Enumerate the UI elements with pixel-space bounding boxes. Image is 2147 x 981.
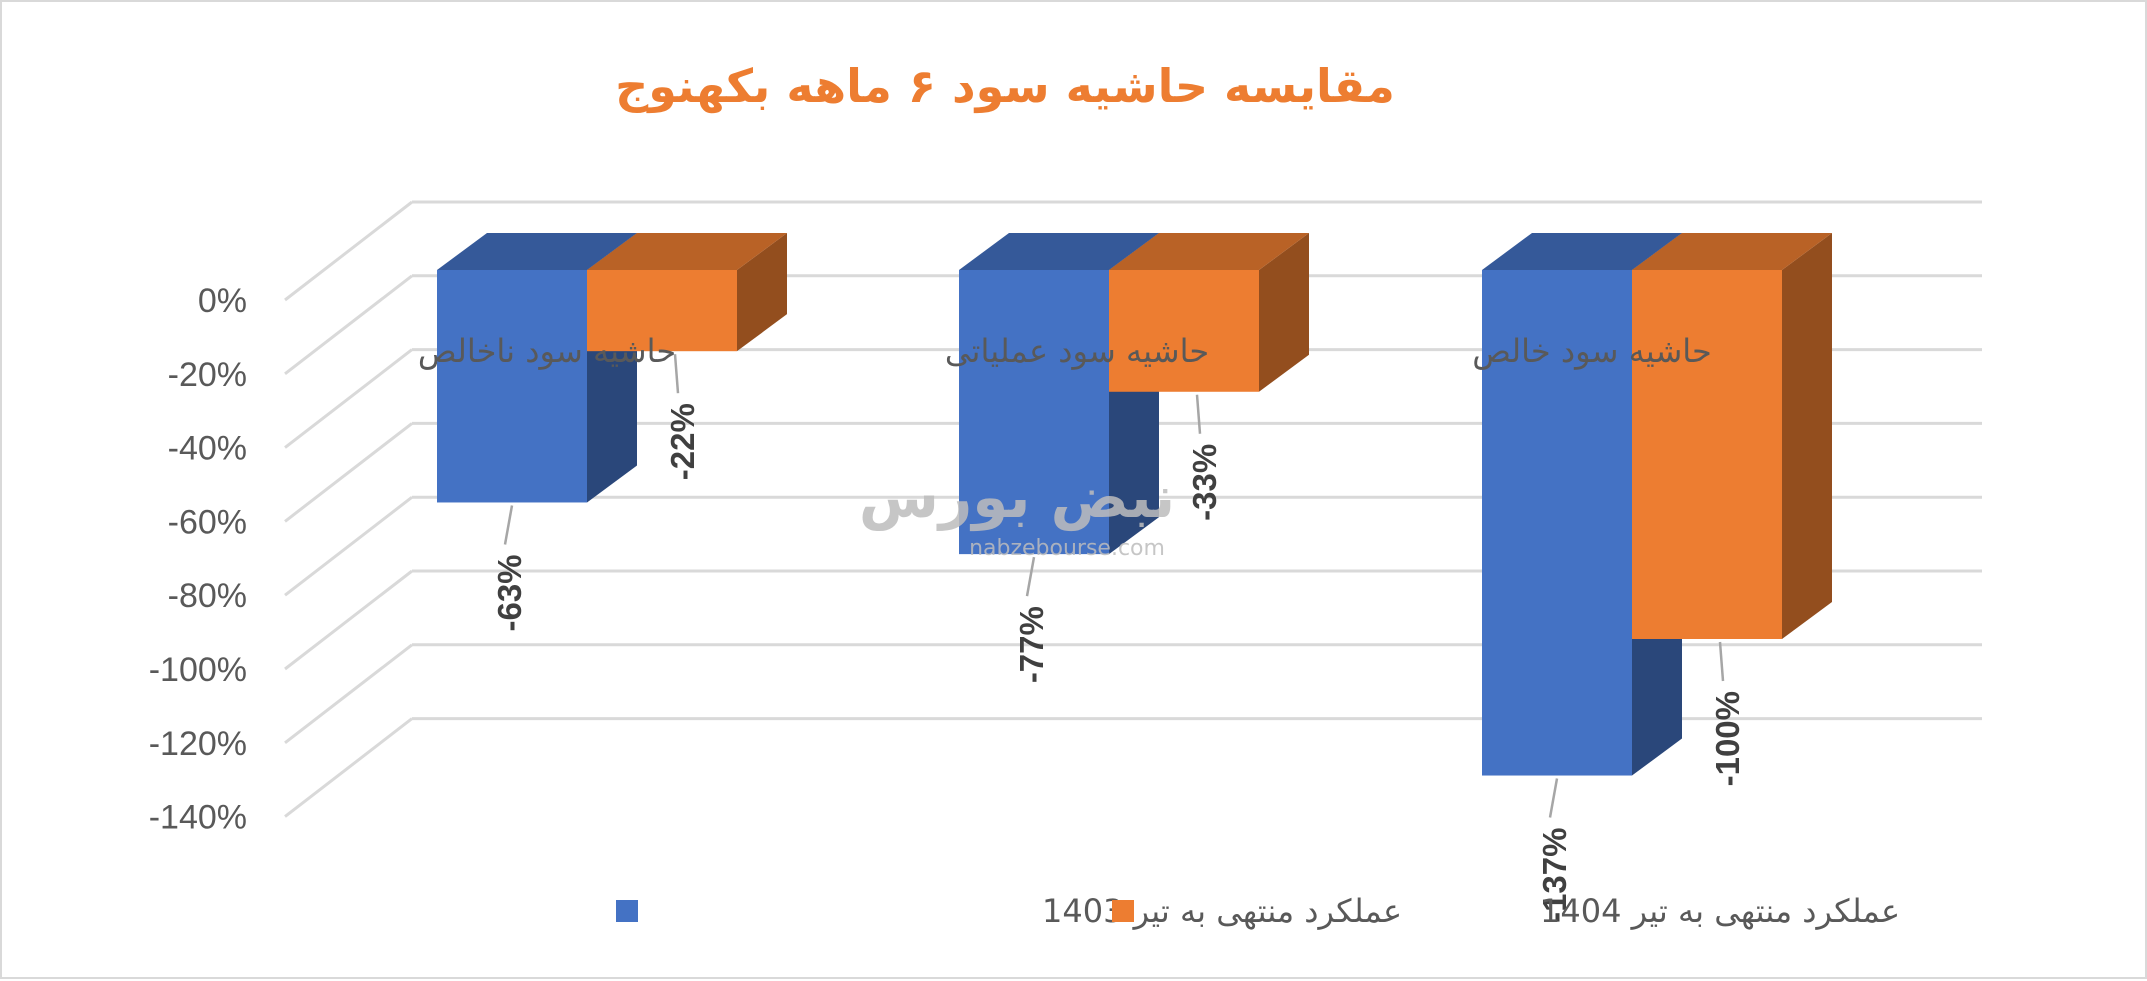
bar-front-face <box>587 270 737 352</box>
bar-side-face <box>1782 233 1832 639</box>
bar-front-face <box>959 270 1109 555</box>
gridline-side <box>284 348 413 449</box>
watermark: نبض بورس nabzebourse.com <box>859 463 1175 561</box>
y-tick-label: -80% <box>168 577 247 615</box>
y-tick-label: -140% <box>149 799 247 837</box>
legend: عملکرد منتهی به تیر 1403 عملکرد منتهی به … <box>616 892 1900 930</box>
category-label: حاشیه سود خالص <box>1472 332 1712 370</box>
gridline-side <box>284 643 413 744</box>
bar-front-face <box>1482 270 1632 776</box>
bar-top-face <box>1109 233 1309 270</box>
bar-top-face <box>1632 233 1832 270</box>
data-label-leader <box>1548 778 1559 818</box>
bar-1404 <box>587 233 787 352</box>
category-label: حاشیه سود عملیاتی <box>945 332 1209 370</box>
watermark-url: nabzebourse.com <box>969 536 1165 561</box>
chart-title: مقایسه حاشیه سود ۶ ماهه بکهنوج <box>615 59 1395 113</box>
bar-top-face <box>1482 233 1682 270</box>
bar-top-face <box>437 233 637 270</box>
data-label-leader <box>1718 641 1725 682</box>
data-label-leader <box>503 505 514 545</box>
bar-1404 <box>1632 233 1832 639</box>
gridline-side <box>284 274 413 375</box>
bar-top-face <box>587 233 787 270</box>
bar-front-face <box>437 270 587 503</box>
bar-1404 <box>1109 233 1309 392</box>
data-label-leader <box>1025 556 1036 597</box>
watermark-brand: نبض بورس <box>859 463 1175 532</box>
gridline-side <box>284 496 413 597</box>
y-axis-ticks: 0% -20% -40% -60% -80% -100% -120% -140% <box>149 282 247 837</box>
bars <box>437 233 1832 776</box>
y-tick-label: -60% <box>168 503 247 541</box>
bar-front-face <box>1632 270 1782 639</box>
category-labels: حاشیه سود ناخالص حاشیه سود عملیاتی حاشیه س… <box>418 332 1712 370</box>
bar-front-face <box>1109 270 1259 392</box>
gridline-side <box>284 569 413 671</box>
gridline-side <box>284 200 413 302</box>
legend-swatch <box>1112 900 1134 922</box>
bar-top-face <box>959 233 1159 270</box>
legend-item: عملکرد منتهی به تیر 1404 <box>1112 892 1900 930</box>
bar-side-face <box>737 233 787 352</box>
y-tick-label: -20% <box>168 356 247 394</box>
data-label: -63% <box>491 554 528 631</box>
category-label: حاشیه سود ناخالص <box>418 332 676 370</box>
y-tick-label: -120% <box>149 725 247 763</box>
legend-label: عملکرد منتهی به تیر 1403 <box>1042 892 1402 930</box>
bar-side-face <box>1259 233 1309 392</box>
data-label-leader <box>673 354 680 394</box>
gridline-side <box>284 422 413 523</box>
data-label: -137% <box>1536 828 1573 923</box>
data-label: -33% <box>1186 444 1223 521</box>
legend-item: عملکرد منتهی به تیر 1403 <box>616 892 1402 930</box>
legend-label: عملکرد منتهی به تیر 1404 <box>1540 892 1900 930</box>
y-tick-label: 0% <box>198 282 247 320</box>
y-tick-label: -40% <box>168 430 247 468</box>
data-label: -100% <box>1709 691 1746 786</box>
y-tick-label: -100% <box>149 651 247 689</box>
legend-swatch <box>616 900 638 922</box>
data-label-leader <box>1195 394 1202 434</box>
gridline-side <box>284 717 413 818</box>
data-label: -77% <box>1013 606 1050 683</box>
data-labels: -63% -22% -77% -33% -137% -100% <box>491 354 1746 923</box>
data-label: -22% <box>664 403 701 480</box>
